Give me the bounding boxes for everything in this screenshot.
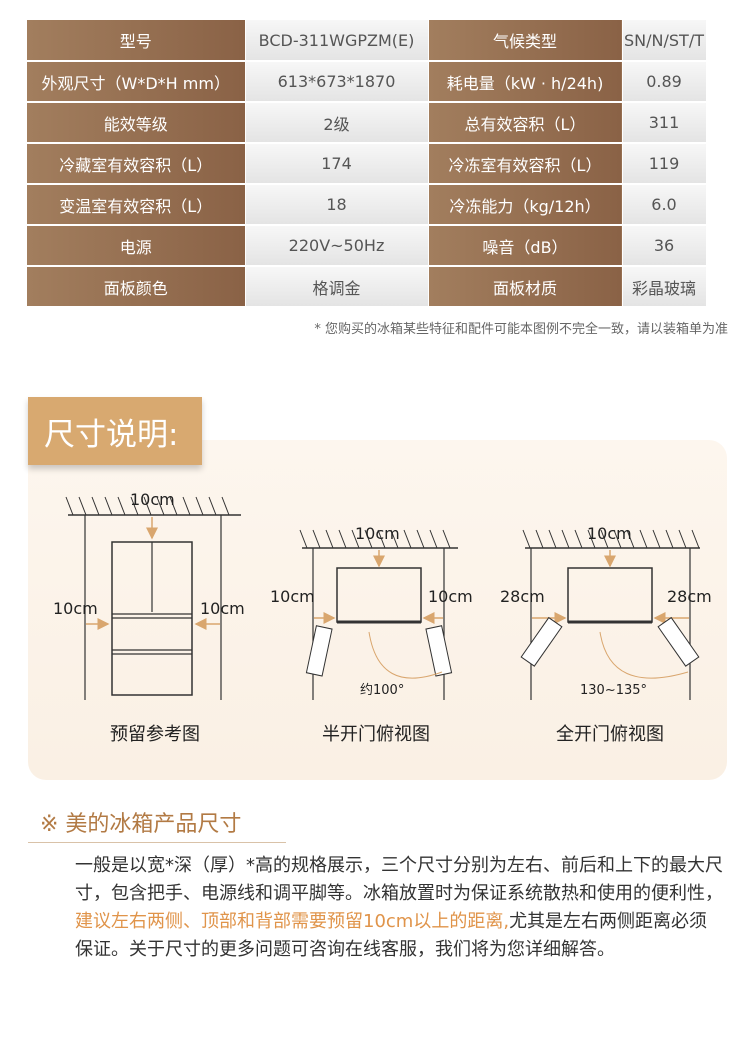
spec-label: 面板颜色 [27,266,245,308]
section-title: ※ 美的冰箱产品尺寸 [40,812,242,837]
spec-label: 冷冻能力（kg/12h） [428,184,622,226]
disclaimer-note: * 您购买的冰箱某些特征和配件可能本图例不完全一致，请以装箱单为准 [314,322,728,337]
diagram3-top-label: 10cm [587,524,632,543]
spec-value: 36 [621,225,707,267]
spec-row: 冷藏室有效容积（L） 174 冷冻室有效容积（L） 119 [27,143,707,185]
diagram3-angle-label: 130~135° [580,683,647,698]
spec-value: 格调金 [244,266,429,308]
spec-label: 型号 [27,20,245,62]
spec-label: 能效等级 [27,102,245,144]
spec-label: 噪音（dB） [428,225,622,267]
clearance-diagrams: 10cm 10cm 10cm 预留参考图 10cm 10cm 10cm 约100… [53,490,712,745]
spec-label: 耗电量（kW · h/24h) [428,61,622,103]
description-text-end: 尤其是左右两侧距离必须保证。关于尺寸的更多问题可咨询在线客服，我们将为您详细解答… [75,911,708,960]
diagram1-right-label: 10cm [200,599,245,618]
spec-value: 311 [621,102,707,144]
spec-table: 型号 BCD-311WGPZM(E) 气候类型 SN/N/ST/T 外观尺寸（W*D*H… [27,20,707,308]
spec-value: 0.89 [621,61,707,103]
size-description: 一般是以宽*深（厚）*高的规格展示，三个尺寸分别为左右、前后和上下的最大尺寸，包… [75,852,725,964]
spec-value: 119 [621,143,707,185]
spec-label: 面板材质 [428,266,622,308]
spec-label: 冷冻室有效容积（L） [428,143,622,185]
spec-value: 2级 [244,102,429,144]
diagram2-right-label: 10cm [428,587,473,606]
spec-label: 冷藏室有效容积（L） [27,143,245,185]
description-highlight: 建议左右两侧、顶部和背部需要预留10cm以上的距离, [75,911,510,932]
spec-row: 变温室有效容积（L） 18 冷冻能力（kg/12h） 6.0 [27,184,707,226]
diagram2-caption: 半开门俯视图 [322,724,430,745]
spec-label: 变温室有效容积（L） [27,184,245,226]
spec-label: 气候类型 [428,20,622,62]
spec-row: 能效等级 2级 总有效容积（L） 311 [27,102,707,144]
spec-row: 面板颜色 格调金 面板材质 彩晶玻璃 [27,266,707,308]
diagram3-caption: 全开门俯视图 [556,724,664,745]
spec-label: 总有效容积（L） [428,102,622,144]
spec-value: 174 [244,143,429,185]
spec-value: 6.0 [621,184,707,226]
spec-value: 彩晶玻璃 [621,266,707,308]
diagram3-right-label: 28cm [667,587,712,606]
section-divider [28,842,286,843]
diagram2-angle-label: 约100° [360,683,404,698]
diagram1-caption: 预留参考图 [110,724,200,745]
spec-value: 18 [244,184,429,226]
spec-value: BCD-311WGPZM(E) [244,20,429,62]
spec-label: 外观尺寸（W*D*H mm） [27,61,245,103]
diagram1-left-label: 10cm [53,599,98,618]
spec-row: 外观尺寸（W*D*H mm） 613*673*1870 耗电量（kW · h/24h… [27,61,707,103]
diagram3-left-label: 28cm [500,587,545,606]
size-diagram-panel [28,440,727,780]
diagram2-left-label: 10cm [270,587,315,606]
size-title: 尺寸说明: [28,397,202,465]
diagram1-top-label: 10cm [130,490,175,509]
spec-row: 电源 220V~50Hz 噪音（dB） 36 [27,225,707,267]
spec-value: 220V~50Hz [244,225,429,267]
spec-label: 电源 [27,225,245,267]
diagram2-top-label: 10cm [355,524,400,543]
spec-row: 型号 BCD-311WGPZM(E) 气候类型 SN/N/ST/T [27,20,707,62]
spec-value: SN/N/ST/T [621,20,707,62]
description-text: 一般是以宽*深（厚）*高的规格展示，三个尺寸分别为左右、前后和上下的最大尺寸，包… [75,855,723,904]
spec-value: 613*673*1870 [244,61,429,103]
